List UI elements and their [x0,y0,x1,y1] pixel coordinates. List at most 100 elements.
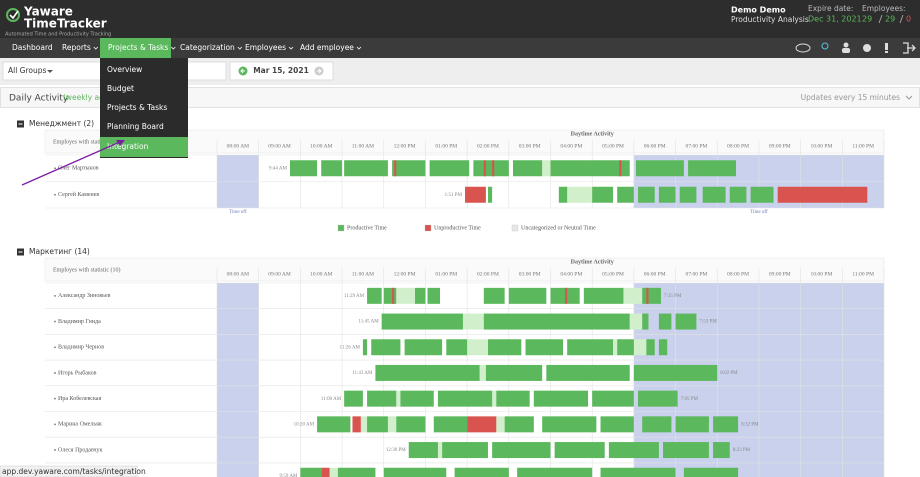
nav-item[interactable]: Projects & Tasks [108,43,168,52]
productive-segment [337,467,376,477]
dropdown-item[interactable]: Planning Board [107,122,164,131]
productive-segment [400,390,434,407]
icon-gear[interactable] [863,44,871,52]
logo-text: TimeTracker [24,17,107,31]
hour-label: 03:00 PM [519,143,541,149]
icon-user[interactable] [843,42,849,48]
bullet [54,320,56,323]
productive-segment [546,364,630,381]
productive-segment [383,287,397,304]
productive-segment [517,467,593,477]
nav-item[interactable]: Categorization [180,43,235,52]
productive-segment [504,416,534,433]
hour-label: 01:00 PM [435,271,457,277]
employee-name[interactable]: Владимир Гнида [58,319,101,325]
productive-segment [558,186,568,203]
hour-label: 09:00 PM [769,271,791,277]
neutral-segment [329,467,338,477]
dropdown-items: Overview Budget Projects & Tasks Planning B… [107,65,167,151]
unproductive-segment [483,160,486,177]
hour-label: 11:00 AM [352,271,374,277]
employees-blocked: 0 [906,15,911,24]
start-time: 10:20 AM [294,422,315,427]
productive-segment [454,467,509,477]
productive-segment [533,390,589,407]
end-time: 7:53 PM [699,320,717,325]
employee-name[interactable]: Владимир Чернов [58,345,104,351]
icon-user [842,48,850,53]
group-title: Маркетинг (14) [29,247,90,256]
hour-label: 06:00 PM [644,271,666,277]
dropdown-item[interactable]: Budget [107,84,134,93]
unproductive-segment [465,186,486,203]
productive-segment [487,186,493,203]
dropdown-item[interactable]: Projects & Tasks [107,103,167,112]
icon-bulb[interactable] [821,42,829,50]
hour-label: 08:00 AM [227,271,250,277]
arrow [240,68,245,74]
employee-name[interactable]: Ира Кобелевская [58,395,101,402]
nav-item[interactable]: Add employee [300,43,354,52]
user-name[interactable]: Demo Demo [731,6,786,15]
end-time: 7:05 PM [681,397,699,402]
nav-item[interactable]: Dashboard [12,43,53,52]
hour-label: 06:00 PM [644,143,666,149]
productive-segment [588,160,630,177]
hour-label: 03:00 PM [519,271,541,277]
expire-label: Expire date: [808,4,853,13]
weekly-link[interactable]: (weekly activity) [63,93,125,102]
hour-label: 10:00 PM [811,143,833,149]
nav-icons [795,42,916,54]
nav-caret [356,46,362,50]
logo-text: Yaware [23,5,73,19]
icon-logout[interactable] [903,42,916,54]
legend-label: Uncategorized or Neutral Time [521,225,596,231]
dropdown-item[interactable]: Integration [107,142,149,151]
employee-name[interactable]: Марина Омельяк [58,422,102,428]
hour-label: 01:00 PM [435,143,457,149]
neutral-segment [567,186,593,203]
logo-check [9,10,19,20]
productive-segment [415,287,426,304]
employees-total: 29 [862,15,872,24]
productive-segment [427,287,441,304]
icon-help[interactable] [885,43,888,50]
bullet [54,346,56,349]
start-time: 9:44 AM [269,166,287,171]
productive-segment [600,467,676,477]
group-title: Менеджмент (2) [29,119,94,128]
nav-caret [170,46,176,50]
neutral-segment [623,287,643,304]
group-select-text: All Groups [8,66,47,75]
employee-name[interactable]: Александр Зиновьев [58,293,111,299]
productive-segment [404,339,443,356]
neutral-segment [479,364,486,381]
annotation-arrowhead [116,140,125,146]
unproductive-segment [394,160,397,177]
dropdown-item[interactable]: Overview [107,65,142,74]
nav-item[interactable]: Employees [245,43,286,52]
employee-name[interactable]: Игорь Рыбаков [58,369,97,376]
hour-label: 02:00 PM [477,271,499,277]
annotation-arrow [21,140,123,186]
start-time: 9:59 AM [279,474,297,477]
employee-name[interactable]: Олеся Продавчук [58,447,103,453]
unproductive-segment [777,186,868,203]
employee-name[interactable]: Олег Мартынов [58,166,99,172]
icon-help [885,51,888,53]
productive-segment [642,416,672,433]
nav-item[interactable]: Reports [62,43,91,52]
collapse-caret[interactable] [905,95,913,100]
icon-eye[interactable] [795,43,811,53]
nav-caret [93,46,99,50]
employee-name[interactable]: Сергей Каменев [58,191,99,198]
groups: Менеджмент (2) Daytime Activity Employes w… [17,119,885,477]
productive-segment [525,339,564,356]
bullet [54,397,56,400]
productive-segment [367,390,397,407]
unproductive-segment [492,160,495,177]
hour-label: 08:00 PM [727,271,749,277]
productive-segment [608,442,659,459]
productive-segment [638,390,678,407]
